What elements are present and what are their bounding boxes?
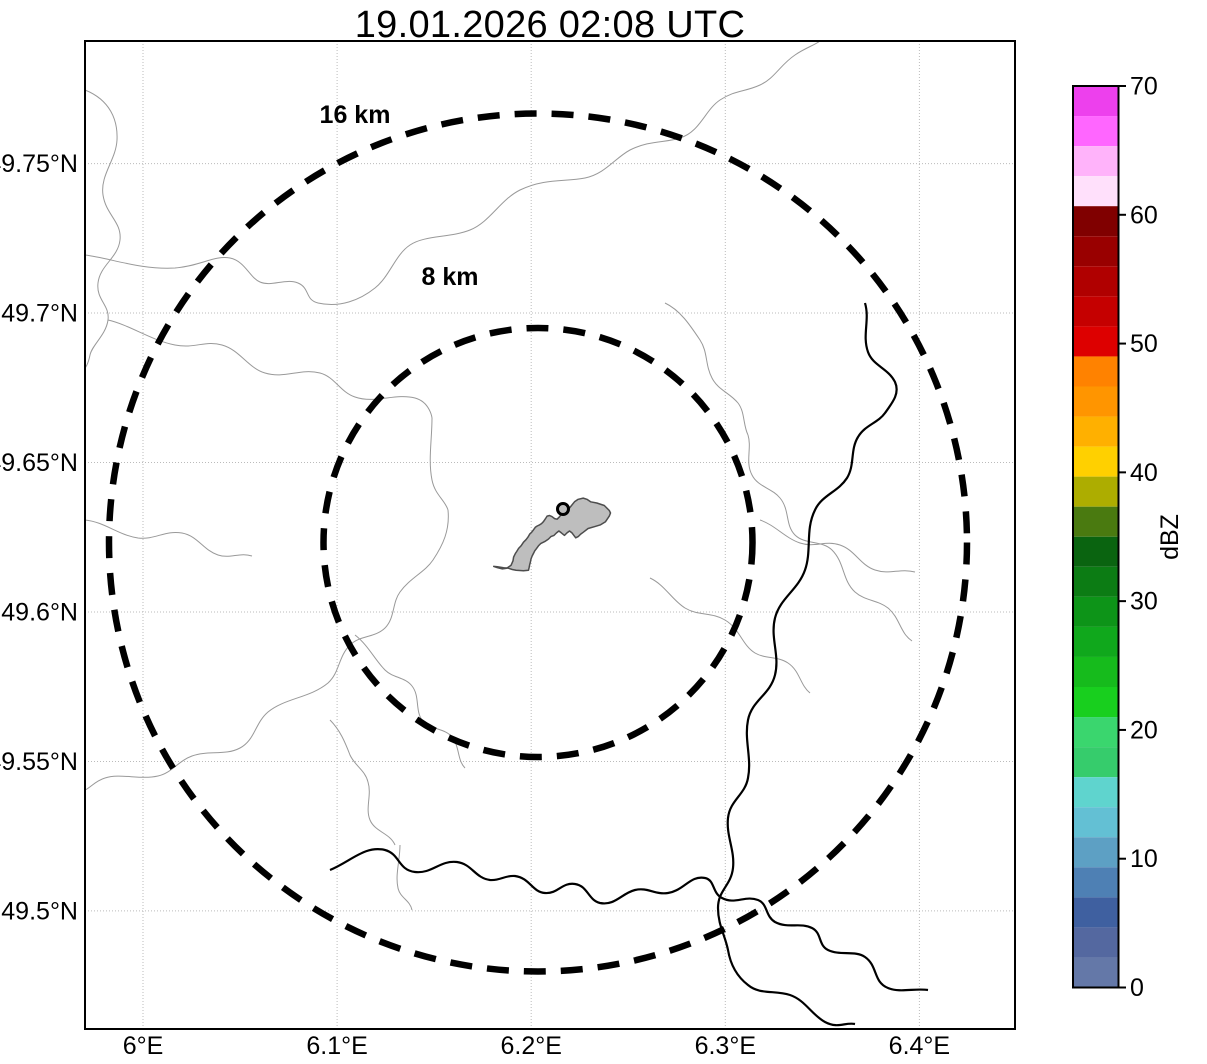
svg-text:dBZ: dBZ [1156,514,1184,560]
svg-text:20: 20 [1130,716,1158,744]
svg-text:60: 60 [1130,201,1158,229]
svg-text:0: 0 [1130,974,1144,1002]
svg-text:10: 10 [1130,845,1158,873]
svg-text:70: 70 [1130,73,1158,101]
svg-text:50: 50 [1130,330,1158,358]
svg-text:40: 40 [1130,459,1158,487]
svg-text:30: 30 [1130,588,1158,616]
